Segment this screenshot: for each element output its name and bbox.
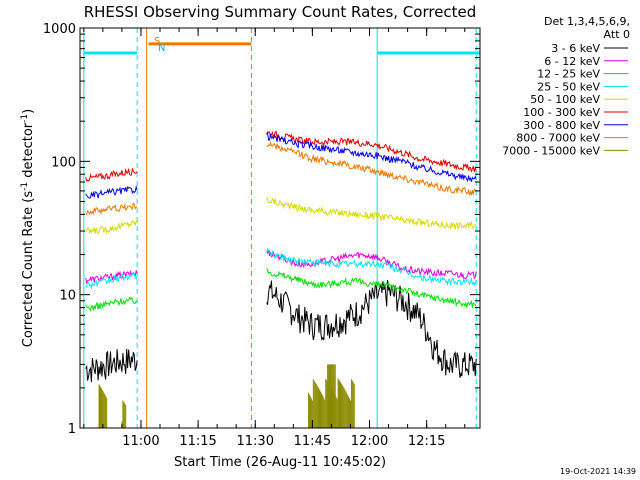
x-axis-label: Start Time (26-Aug-11 10:45:02) [174,455,386,470]
series-line-4-1 [266,196,477,230]
series-line-7-0 [85,202,138,216]
x-tick-label: 12:00 [351,434,388,449]
marker-label-s: S [154,36,160,47]
series-300-800kev [85,132,477,199]
legend-label: 12 - 25 keV [537,68,600,81]
plot-frame [79,27,481,429]
series-line-6-1 [266,132,477,183]
y-tick-label: 10 [59,289,76,304]
series-line-6-0 [85,185,138,199]
series-50-100kev [85,196,477,235]
legend-label: 7000 - 15000 keV [502,144,600,157]
series-6-12kev [85,249,477,285]
series-100-300kev [85,130,477,182]
legend-label: 3 - 6 keV [551,42,600,55]
series-line-7-1 [266,140,477,196]
axis-ticks: 11:00 11:15 11:30 11:45 12:00 12:15 1 10 100 1000 [43,22,480,449]
series-layer [85,130,477,428]
x-tick-label: 12:15 [408,434,445,449]
series-line-0-1 [266,279,477,378]
series-line-1-1 [266,249,477,280]
legend-label: 800 - 7000 keV [516,132,600,145]
y-tick-label: 1000 [43,22,76,37]
instrument-state-markers [83,28,480,428]
marker-label-n: N [158,43,165,54]
series-25-50kev [85,247,477,290]
series-800-7000kev [85,140,477,216]
series-line-1-0 [85,269,138,285]
chart-title: RHESSI Observing Summary Count Rates, Co… [84,3,477,21]
series-line-3-0 [85,271,138,290]
series-line-5-1 [266,130,477,172]
legend-label: 25 - 50 keV [537,80,600,93]
series-line-2-0 [85,296,138,312]
series-3-6kev [85,279,477,383]
legend-label: 50 - 100 keV [530,93,600,106]
series-line-2-1 [266,267,477,308]
y-tick-label: 100 [51,155,76,170]
legend-label: 6 - 12 keV [544,55,600,68]
x-tick-label: 11:45 [294,434,331,449]
y-tick-label: 1 [68,422,76,437]
timestamp: 19-Oct-2021 14:39 [560,467,636,476]
legend-header-2: Att 0 [604,28,630,41]
series-line-5-0 [85,168,138,182]
legend-header-1: Det 1,3,4,5,6,9, [544,15,630,28]
legend-label: 100 - 300 keV [523,106,600,119]
series-line-4-0 [85,220,138,235]
x-tick-label: 11:00 [122,434,159,449]
y-axis-label: Corrected Count Rate (s-1 detector-1) [20,109,36,347]
series-12-25kev [85,267,477,312]
series-line-0-0 [85,348,138,383]
x-tick-label: 11:30 [237,434,274,449]
series-line-3-1 [266,247,477,287]
series-7000-15000-kev [98,364,355,428]
x-tick-label: 11:15 [179,434,216,449]
legend-label: 300 - 800 keV [523,119,600,132]
